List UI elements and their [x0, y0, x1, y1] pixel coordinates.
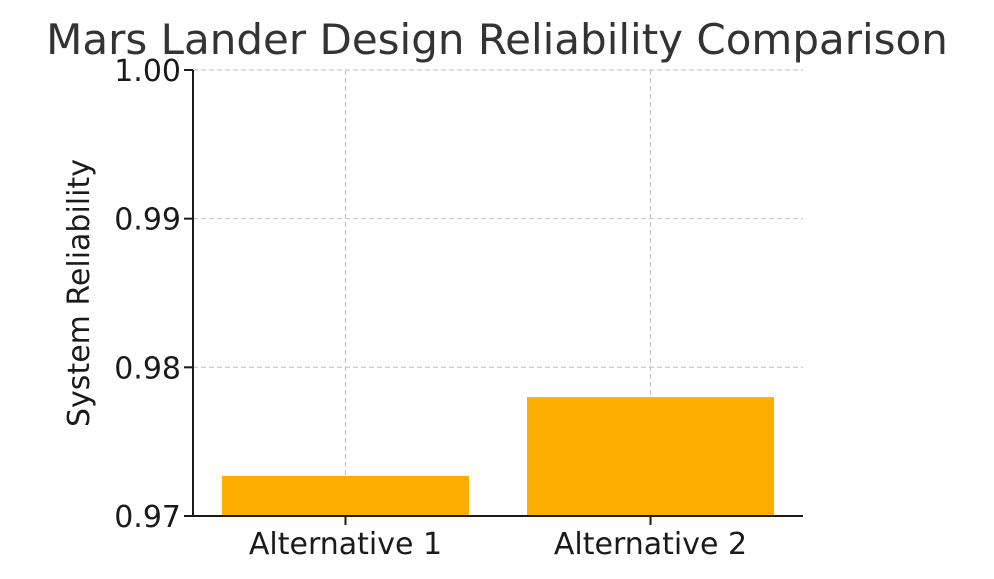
chart-title: Mars Lander Design Reliability Compariso…: [46, 15, 948, 64]
x-ticks: Alternative 1 Alternative 2: [249, 516, 747, 562]
y-tick-label: 0.99: [114, 203, 181, 238]
bar: [526, 397, 775, 516]
bar: [221, 475, 470, 516]
x-tick-label: Alternative 2: [554, 527, 747, 562]
y-tick-label: 1.00: [114, 54, 181, 89]
y-axis-label: System Reliability: [62, 159, 97, 427]
axes: [192, 70, 803, 517]
bars: [221, 397, 775, 516]
x-tick-label: Alternative 1: [249, 527, 442, 562]
y-ticks: 0.97 0.98 0.99 1.00: [114, 54, 193, 535]
y-tick-label: 0.97: [114, 500, 181, 535]
y-tick-label: 0.98: [114, 351, 181, 386]
